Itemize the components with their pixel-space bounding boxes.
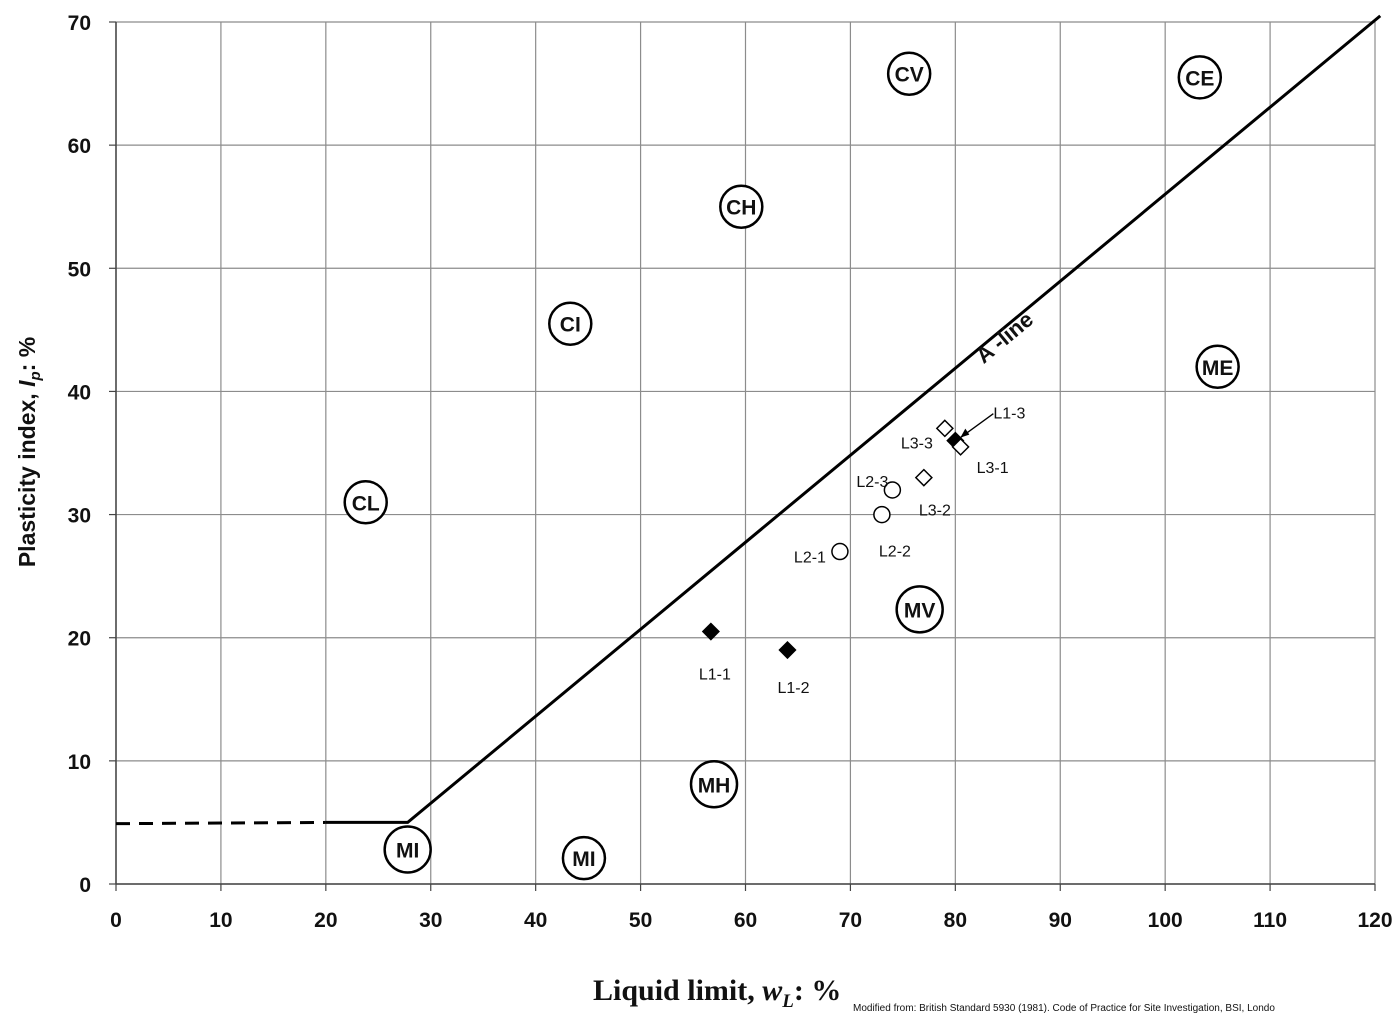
a-line-solid (325, 14, 1382, 824)
x-tick-label: 110 (1253, 909, 1287, 932)
data-point-label: L2-1 (794, 550, 826, 567)
source-note: Modified from: British Standard 5930 (19… (853, 1003, 1275, 1014)
data-point-label: L2-3 (856, 474, 888, 491)
data-point-circle (831, 542, 849, 561)
zone-circle (383, 825, 432, 874)
x-tick-label: 80 (944, 909, 967, 932)
leader-arrowhead (960, 428, 970, 438)
zone-label: ME (1202, 357, 1234, 380)
data-point-open-diamond (914, 468, 933, 487)
zone-label: MI (572, 848, 595, 871)
grid (115, 21, 1376, 885)
data-point-circle (883, 481, 902, 499)
y-tick-label: 10 (68, 751, 91, 774)
data-point-label: L3-1 (977, 460, 1009, 477)
zone-circle (1177, 55, 1223, 100)
zone-label: CI (560, 314, 581, 337)
zone-circle (561, 835, 607, 881)
data-point-open-diamond (935, 419, 954, 438)
a-line-label: A -line (971, 307, 1038, 369)
zone-label: MH (698, 774, 731, 797)
zone-circle (343, 480, 388, 525)
axes: 0 10 20 30 40 50 60 70 80 90 100 110 120 0 10 20 30 40 50 6… (68, 12, 1393, 932)
data-point-label: L1-2 (777, 680, 809, 697)
x-tick-label: 10 (209, 909, 232, 932)
y-tick-label: 60 (68, 135, 91, 158)
y-tick-label: 30 (68, 505, 91, 528)
y-tick-label: 50 (68, 258, 91, 281)
a-line: A -line (115, 14, 1382, 826)
zone-labels: CL CI CH CV CE ME MV MH MI MI (343, 51, 1240, 881)
x-axis-label: Liquid limit, wL: % (593, 974, 841, 1012)
x-tick-label: 100 (1148, 909, 1183, 932)
zone-circle (895, 585, 944, 634)
data-point-label: L1-1 (699, 667, 731, 684)
zone-circle (719, 184, 764, 229)
zone-circle (1195, 344, 1240, 390)
x-tick-label: 30 (419, 909, 442, 932)
x-tick-label: 70 (839, 909, 862, 932)
zone-label: CV (895, 64, 924, 87)
a-line-dashed (115, 820, 326, 826)
y-tick-label: 20 (68, 628, 91, 651)
zone-label: CE (1185, 67, 1214, 90)
y-tick-label: 0 (79, 874, 91, 897)
zone-circle (886, 51, 932, 96)
zone-label: CL (352, 492, 380, 515)
zone-label: MI (396, 840, 419, 863)
y-axis-label: Plasticity index, Ip: % (14, 337, 44, 567)
data-point-label: L3-3 (901, 435, 933, 452)
data-points: L1-1 L1-2 L1-3 L2-1 L2-2 L2-3 L3-1 L3-2 L3-3 (699, 406, 1026, 697)
axis-labels: Plasticity index, Ip: % Liquid limit, wL… (14, 337, 1275, 1014)
zone-circle (548, 301, 593, 346)
x-tick-label: 120 (1357, 909, 1392, 932)
y-tick-label: 70 (68, 12, 91, 35)
zone-label: MV (904, 599, 936, 622)
x-tick-label: 20 (314, 909, 337, 932)
x-tick-label: 50 (629, 909, 652, 932)
data-point-circle (873, 505, 891, 524)
x-tick-label: 90 (1049, 909, 1072, 932)
x-tick-label: 40 (524, 909, 547, 932)
y-tick-label: 40 (68, 381, 91, 404)
data-point-filled-diamond (778, 640, 797, 660)
zone-circle (689, 760, 739, 809)
data-point-label: L2-2 (879, 544, 911, 561)
x-tick-label: 60 (734, 909, 757, 932)
data-point-open-diamond (951, 437, 970, 456)
zone-label: CH (726, 197, 756, 220)
data-point-filled-diamond (701, 622, 720, 641)
x-tick-label: 0 (110, 909, 122, 932)
data-point-label: L1-3 (993, 406, 1025, 423)
data-point-label: L3-2 (919, 503, 951, 520)
